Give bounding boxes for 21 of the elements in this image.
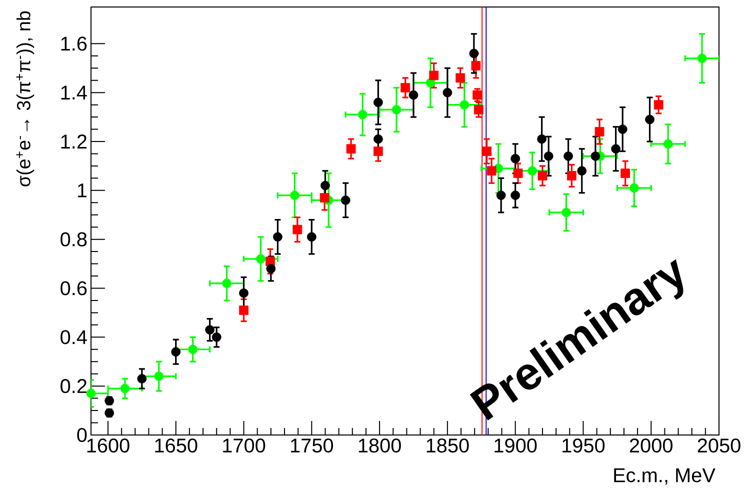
y-tick-label: 0.4 <box>60 330 87 344</box>
x-tick-label: 1800 <box>358 438 401 453</box>
y-tick-label: 0.6 <box>60 281 87 296</box>
y-tick-label: 0.2 <box>60 379 86 394</box>
x-tick-label: 1750 <box>291 438 334 453</box>
x-tick-label: 2000 <box>630 438 672 453</box>
x-tick-label: 1700 <box>223 438 266 453</box>
y-tick-label: 0.8 <box>60 232 87 246</box>
x-tick-label: 1650 <box>155 438 198 453</box>
y-tick-label: 1 <box>78 184 87 198</box>
x-tick-label: 2050 <box>698 438 740 453</box>
x-tick-label: 1900 <box>494 438 537 453</box>
x-tick-label: 1600 <box>87 438 130 453</box>
x-tick-label: 1850 <box>426 438 469 453</box>
text: σ(e$^{+}$e$^{-}$→ 3(π$^{+}$π$^{-}$)), nb <box>16 11 34 186</box>
y-tick-label: 0 <box>77 428 87 442</box>
y-tick-label: 1.6 <box>61 36 87 51</box>
y-tick-label: 1.4 <box>61 86 87 100</box>
x-axis-title: Ec.m., MeV <box>614 468 716 485</box>
y-tick-label: 1.2 <box>61 134 86 148</box>
x-tick-label: 1950 <box>562 438 605 453</box>
